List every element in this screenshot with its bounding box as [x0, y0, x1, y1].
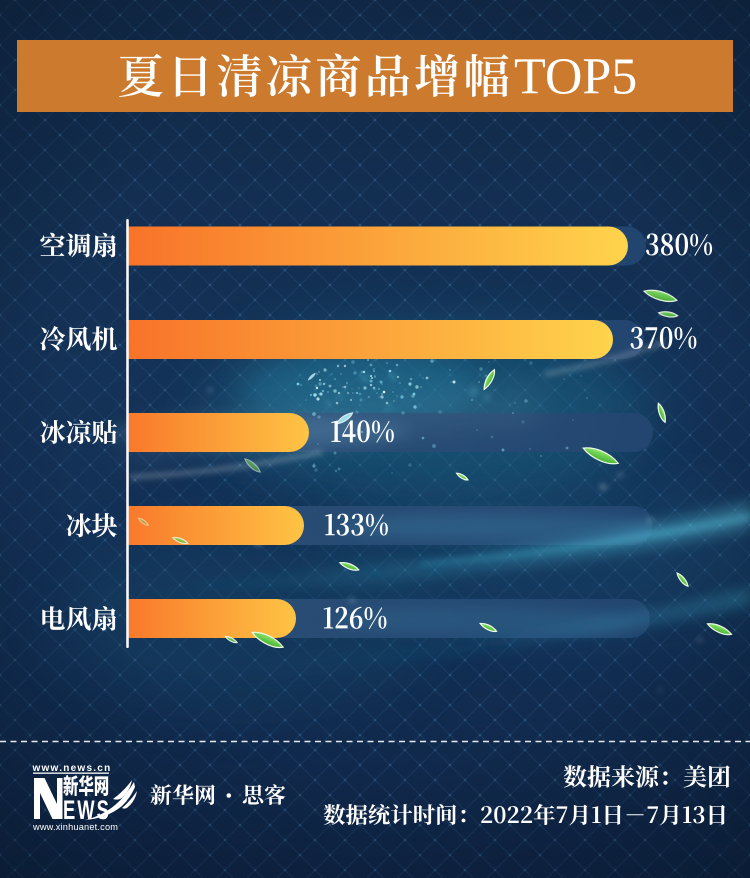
svg-text:EWS: EWS [63, 794, 111, 824]
svg-text:www.news.cn: www.news.cn [32, 763, 112, 774]
svg-text:www.xinhuanet.com: www.xinhuanet.com [32, 822, 118, 832]
svg-text:TOP5: TOP5 [514, 48, 637, 105]
